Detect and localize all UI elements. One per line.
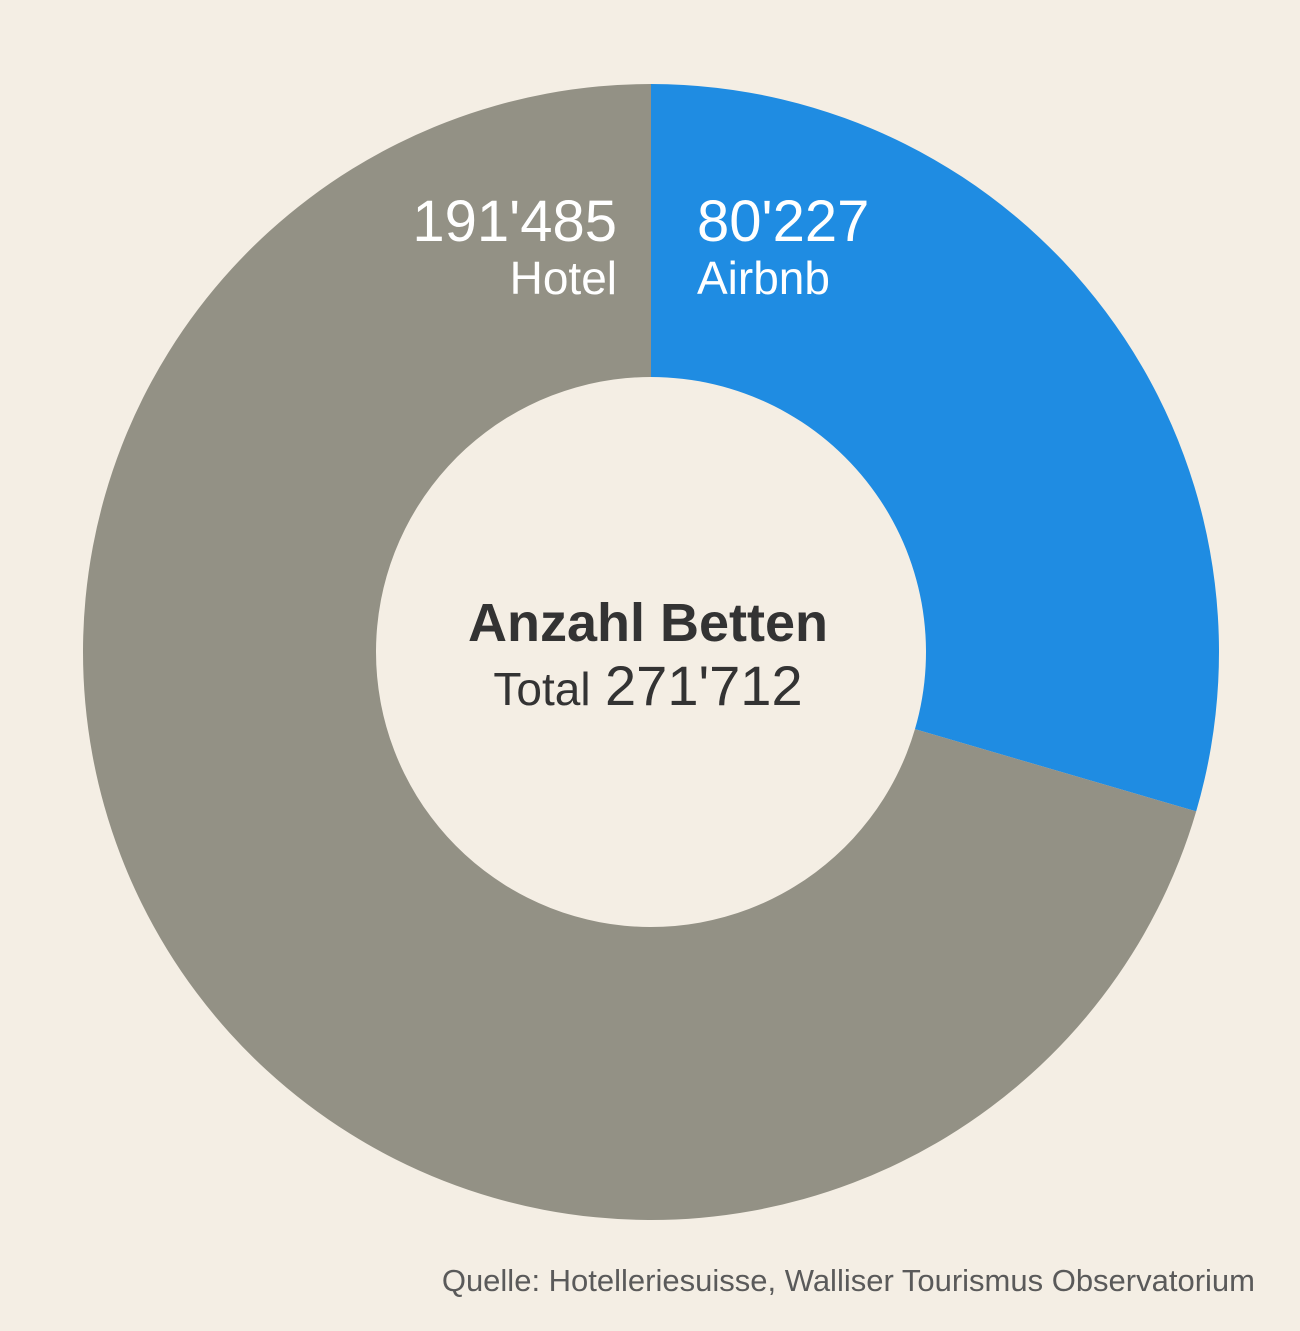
category-label: Airbnb [697,252,830,304]
value-label: 191'485 [412,189,617,254]
slices [83,84,1219,1220]
total-line: Total 271'712 [493,654,802,717]
total-value: 271'712 [605,654,803,717]
source: Quelle: Hotelleriesuisse, Walliser Touri… [442,1263,1255,1298]
chart-title: Anzahl Betten [468,593,828,653]
slice [83,84,1197,1220]
total-label: Total [493,663,590,715]
slice [651,84,1219,812]
value-label: 80'227 [697,189,869,254]
category-label: Hotel [510,252,617,304]
